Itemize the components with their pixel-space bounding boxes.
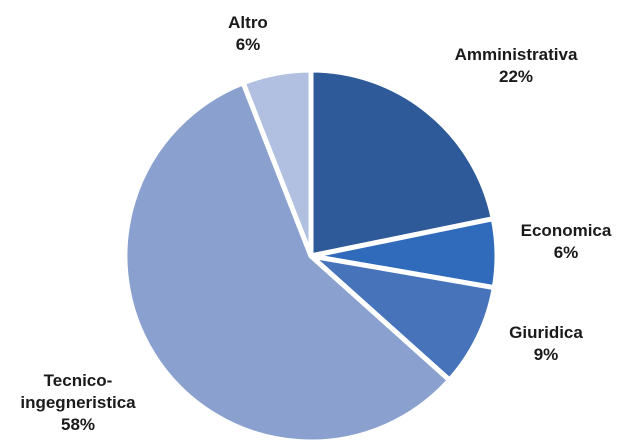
- pie-slice-altro: [240, 67, 314, 259]
- pie-label-economica: Economica 6%: [521, 221, 612, 262]
- pie-label-category: Giuridica: [509, 323, 583, 342]
- pie-slices: [122, 67, 500, 440]
- pie-label-giuridica: Giuridica 9%: [509, 323, 583, 364]
- pie-label-value: 6%: [554, 243, 579, 262]
- pie-label-value: 9%: [534, 345, 559, 364]
- pie-label-altro: Altro 6%: [228, 13, 268, 54]
- pie-labels: Amministrativa 22% Economica 6% Giuridica 9% T…: [20, 13, 612, 434]
- pie-slice-giuridica: [308, 253, 497, 383]
- pie-label-value: 58%: [61, 415, 95, 434]
- pie-label-value: 22%: [499, 67, 533, 86]
- pie-label-category: Altro: [228, 13, 268, 32]
- pie-label-amministrativa: Amministrativa 22%: [455, 45, 578, 86]
- pie-label-tecnico-ingegneristica: Tecnico-ingegneristica 58%: [20, 371, 136, 434]
- pie-label-category: ingegneristica: [20, 393, 136, 412]
- pie-label-category: Amministrativa: [455, 45, 578, 64]
- pie-slice-amministrativa: [308, 67, 496, 259]
- pie-slice-tecnico-ingegneristica: [122, 80, 452, 440]
- pie-label-category: Tecnico-: [44, 371, 113, 390]
- pie-label-category: Economica: [521, 221, 612, 240]
- pie-label-value: 6%: [236, 35, 261, 54]
